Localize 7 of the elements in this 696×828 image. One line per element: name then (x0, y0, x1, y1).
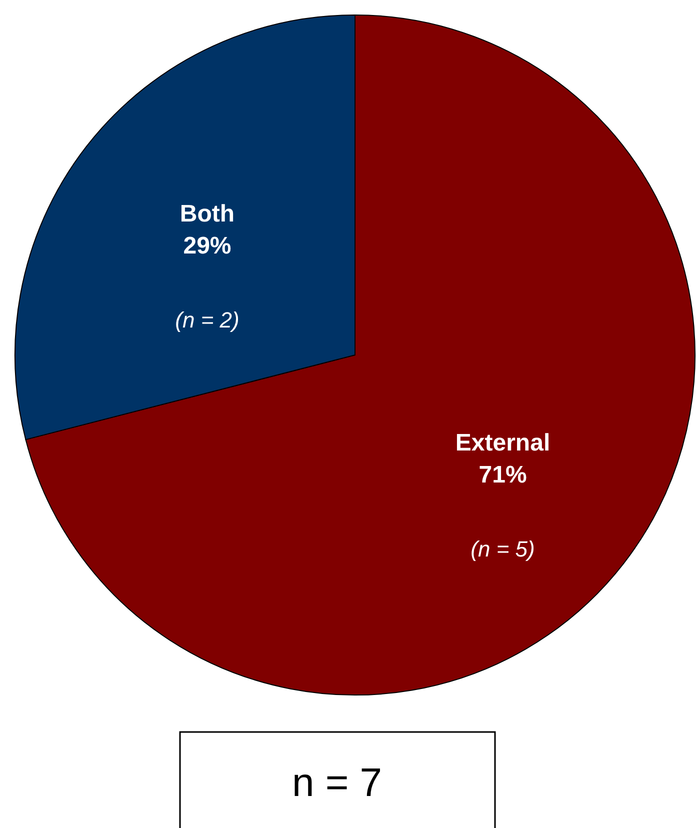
data-label: 29% (183, 232, 232, 260)
data-label: 71% (478, 462, 527, 489)
slice-label: External (455, 430, 550, 457)
text: n = 7 (292, 761, 382, 805)
text: (n = 2) (175, 307, 240, 332)
text: (n = 5) (470, 536, 535, 562)
slice-label: Both (180, 200, 235, 228)
